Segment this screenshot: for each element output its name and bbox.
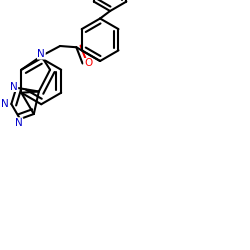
Text: N: N	[15, 118, 23, 128]
Text: O: O	[84, 58, 92, 68]
Text: N: N	[38, 49, 45, 59]
Text: N: N	[10, 82, 18, 92]
Text: N: N	[1, 99, 9, 109]
